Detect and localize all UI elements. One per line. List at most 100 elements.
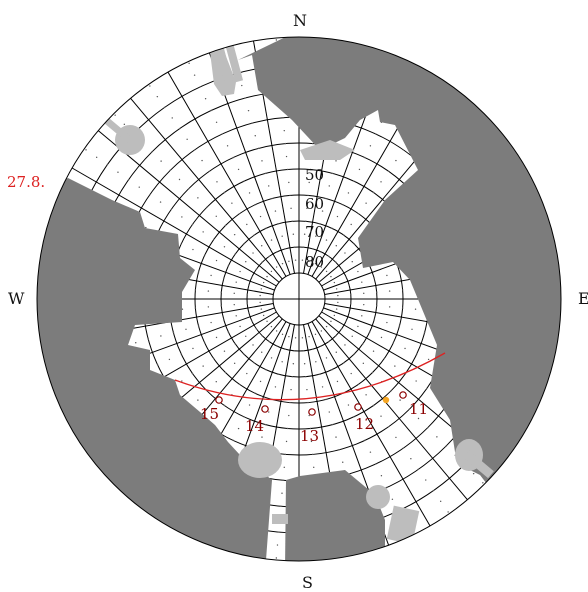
grid-dot: [436, 436, 438, 438]
grid-dot: [353, 416, 355, 418]
grid-dot: [314, 262, 317, 265]
grid-dot: [281, 361, 283, 363]
hour-marker-11: [399, 391, 407, 399]
grid-dot: [373, 318, 376, 320]
grid-dot: [251, 320, 253, 322]
grid-dot: [220, 305, 222, 307]
grid-dot: [227, 331, 230, 333]
grid-dot: [340, 328, 343, 330]
grid-dot: [197, 271, 200, 273]
grid-dot: [261, 261, 263, 263]
grid-dot: [390, 390, 392, 392]
grid-dot: [439, 500, 442, 503]
grid-dot: [306, 207, 308, 210]
grid-dot: [251, 276, 253, 278]
grid-dot: [185, 328, 187, 330]
grid-dot: [223, 350, 226, 352]
grid-dot: [191, 223, 194, 226]
grid-dot: [423, 331, 426, 334]
grid-dot: [291, 376, 293, 378]
grid-dot: [246, 293, 248, 296]
obstruction-poles-east: [463, 450, 494, 479]
grid-dot: [350, 302, 352, 305]
grid-dot: [325, 357, 328, 359]
grid-dot: [335, 436, 337, 438]
grid-dot: [251, 122, 253, 124]
grid-dot: [274, 210, 277, 212]
grid-dot: [204, 254, 206, 256]
grid-dot: [342, 461, 344, 463]
grid-dot: [224, 224, 227, 227]
grid-dot: [213, 357, 215, 360]
grid-dot: [318, 222, 320, 225]
grid-dot: [268, 255, 270, 258]
grid-dot: [278, 373, 280, 376]
grid-dot: [335, 160, 337, 162]
grid-dot: [347, 404, 350, 406]
grid-dot: [202, 231, 204, 233]
grid-dot: [197, 399, 199, 401]
hour-marker-13: [308, 408, 316, 416]
hour-label-12: 12: [355, 415, 374, 433]
grid-dot: [337, 301, 339, 304]
grid-dot: [376, 305, 378, 307]
grid-dot: [348, 284, 350, 287]
sun-path-date-label: 27.8.: [7, 173, 45, 191]
grid-dot: [301, 337, 304, 339]
obstruction-step-south: [272, 514, 288, 524]
grid-dot: [321, 386, 324, 388]
grid-dot: [201, 159, 203, 162]
grid-dot: [193, 74, 196, 76]
grid-dot: [285, 155, 288, 158]
grid-dot: [231, 202, 233, 204]
grid-dot: [285, 440, 288, 443]
grid-dot: [194, 307, 197, 309]
grid-dot: [294, 337, 297, 339]
grid-dot: [259, 215, 262, 218]
grid-dot: [335, 245, 337, 247]
grid-dot: [337, 294, 339, 297]
grid-dot: [320, 345, 322, 347]
grid-dot: [197, 325, 200, 327]
compass-north: N: [293, 11, 307, 30]
azimuth-spoke: [315, 318, 468, 501]
grid-dot: [290, 388, 292, 391]
grid-dot: [340, 268, 343, 270]
grid-dot: [265, 227, 267, 230]
grid-dot: [402, 149, 405, 151]
grid-dot: [320, 330, 323, 332]
grid-dot: [266, 320, 268, 323]
grid-dot: [149, 193, 151, 196]
grid-dot: [371, 371, 374, 374]
azimuth-spoke: [130, 97, 283, 280]
grid-dot: [388, 290, 391, 292]
grid-dot: [387, 426, 390, 428]
grid-dot: [233, 292, 235, 295]
grid-dot: [308, 181, 310, 184]
grid-dot: [388, 306, 391, 308]
grid-dot: [343, 234, 345, 236]
grid-dot: [426, 426, 429, 429]
grid-dot: [331, 172, 334, 175]
hour-label-11: 11: [409, 400, 428, 418]
grid-dot: [204, 98, 207, 100]
grid-dot: [239, 270, 241, 273]
grid-dot: [369, 451, 372, 453]
grid-dot: [472, 472, 475, 475]
grid-dot: [215, 259, 218, 262]
grid-dot: [365, 394, 367, 396]
grid-dot: [284, 248, 287, 250]
grid-dot: [308, 335, 310, 338]
grid-dot: [309, 168, 312, 171]
grid-dot: [417, 417, 420, 420]
grid-dot: [328, 340, 330, 343]
grid-dot: [215, 121, 218, 123]
grid-dot: [380, 475, 383, 477]
grid-dot: [335, 288, 338, 290]
grid-dot: [386, 274, 388, 277]
grid-dot: [164, 106, 166, 109]
grid-dot: [260, 288, 263, 290]
grid-dot: [213, 238, 215, 241]
grid-dot: [243, 243, 245, 245]
grid-dot: [268, 411, 270, 413]
